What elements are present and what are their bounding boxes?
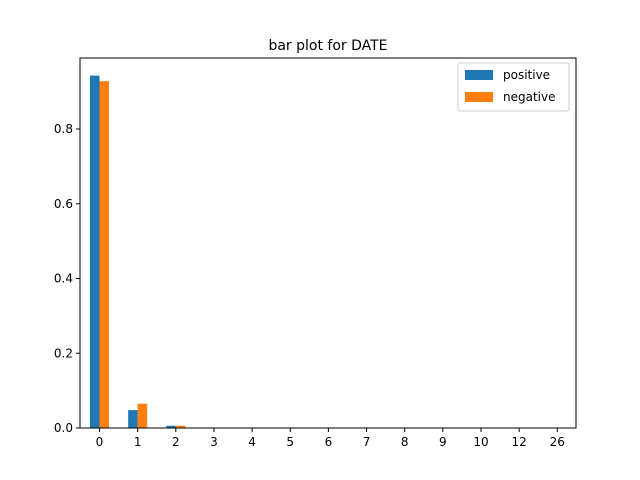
x-tick-label-3: 3 — [210, 435, 218, 449]
legend-label-positive: positive — [503, 68, 550, 82]
legend-swatch-positive — [465, 70, 493, 80]
y-tick-label-0.4: 0.4 — [54, 272, 73, 286]
y-tick-label-0.0: 0.0 — [54, 421, 73, 435]
x-tick-label-1: 1 — [134, 435, 142, 449]
x-tick-label-8: 8 — [401, 435, 409, 449]
x-tick-label-26: 26 — [550, 435, 565, 449]
legend-label-negative: negative — [503, 90, 555, 104]
y-tick-label-0.2: 0.2 — [54, 346, 73, 360]
x-tick-label-9: 9 — [439, 435, 447, 449]
x-tick-label-4: 4 — [248, 435, 256, 449]
x-tick-label-0: 0 — [96, 435, 104, 449]
x-tick-label-7: 7 — [363, 435, 371, 449]
legend-swatch-negative — [465, 92, 493, 102]
x-tick-label-12: 12 — [512, 435, 527, 449]
bar-positive-2 — [166, 425, 176, 428]
chart-title: bar plot for DATE — [268, 38, 387, 54]
legend: positive negative — [457, 62, 570, 112]
y-tick-label-0.8: 0.8 — [54, 122, 73, 136]
x-tick-label-5: 5 — [286, 435, 294, 449]
x-tick-label-2: 2 — [172, 435, 180, 449]
x-tick-label-10: 10 — [473, 435, 488, 449]
bar-positive-1 — [128, 410, 138, 428]
x-tick-label-6: 6 — [325, 435, 333, 449]
y-tick-label-0.6: 0.6 — [54, 197, 73, 211]
bar-negative-0 — [99, 81, 109, 428]
bar-positive-0 — [90, 75, 100, 428]
plot-area: 0 1 2 3 4 5 6 7 8 9 10 12 260.00.20.40.60.8 — [54, 57, 577, 449]
bar-negative-2 — [175, 425, 186, 428]
bar-negative-1 — [137, 403, 148, 428]
